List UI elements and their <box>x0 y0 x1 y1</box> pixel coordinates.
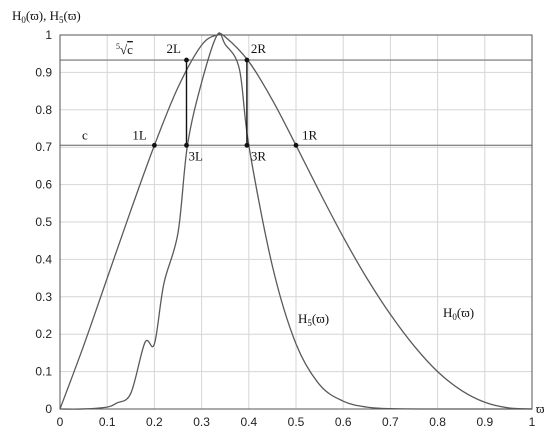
y-tick-label: 0.7 <box>35 140 52 154</box>
x-tick-label: 0.6 <box>335 415 352 429</box>
x-tick-label: 0.7 <box>382 415 399 429</box>
point-label: 1R <box>302 127 318 142</box>
y-axis-title-part: 5 <box>59 15 64 25</box>
point-label: 1L <box>132 127 147 142</box>
root-index: 5 <box>116 42 120 51</box>
x-tick-label: 0.8 <box>429 415 446 429</box>
x-tick-label: 0 <box>57 415 64 429</box>
point-label: 2L <box>166 41 181 56</box>
series-label: H5(ϖ) <box>298 311 329 328</box>
series-line-0 <box>59 33 533 410</box>
x-tick-label: 0.9 <box>476 415 493 429</box>
series-label-suffix: (ϖ) <box>457 305 474 320</box>
threshold-label: 5√c <box>116 42 133 57</box>
point-marker <box>244 142 250 148</box>
series-lines <box>59 32 533 410</box>
point-label: 3R <box>251 148 266 163</box>
y-tick-label: 0.2 <box>35 327 52 341</box>
x-tick-label: 0.1 <box>99 415 116 429</box>
series-label-suffix: (ϖ) <box>312 311 329 326</box>
y-axis-title-part: H <box>12 8 21 23</box>
y-tick-label: 0 <box>45 402 52 416</box>
x-axis-title: ϖ <box>536 401 545 416</box>
series-label-main: H <box>298 311 307 326</box>
radical-sign: √ <box>120 42 128 57</box>
point-marker <box>184 142 189 148</box>
point-marker <box>152 142 157 148</box>
x-tick-label: 0.2 <box>146 415 163 429</box>
vertical-segments <box>185 60 248 146</box>
plot-area-frame <box>59 34 533 410</box>
x-tick-label: 0.5 <box>288 415 305 429</box>
annotated-points <box>152 57 299 148</box>
point-marker <box>244 57 250 63</box>
x-tick-label: 0.4 <box>240 415 257 429</box>
y-tick-label: 0.3 <box>35 290 52 304</box>
y-tick-label: 0.6 <box>35 178 52 192</box>
series-label-subscript: 5 <box>307 318 312 328</box>
y-axis-title: H0(ϖ), H5(ϖ) <box>12 8 81 25</box>
point-label: 3L <box>188 148 203 163</box>
x-tick-label: 1 <box>529 415 536 429</box>
y-tick-label: 0.5 <box>35 215 52 229</box>
threshold-label: c <box>82 127 88 142</box>
y-tick-label: 0.8 <box>35 103 52 117</box>
series-label: H0(ϖ) <box>443 305 474 322</box>
y-tick-label: 0.9 <box>35 65 52 79</box>
series-label-subscript: 0 <box>452 312 457 322</box>
point-marker <box>184 57 189 63</box>
radicand: c <box>127 42 133 57</box>
series-label-main: H <box>443 305 452 320</box>
series-line-5 <box>59 32 532 410</box>
y-tick-label: 0.4 <box>35 252 52 266</box>
y-axis-title-part: (ϖ) <box>64 8 81 23</box>
y-tick-label: 1 <box>45 28 52 42</box>
point-marker <box>293 142 299 148</box>
point-label: 2R <box>251 41 266 56</box>
tick-labels: 0 0.1 0.2 0.3 0.4 0.5 0.6 0.7 0.8 0.9 1 0 0.1 0.2 0.3 0… <box>35 28 535 429</box>
y-axis-title-part: 0 <box>21 15 26 25</box>
x-tick-label: 0.3 <box>193 415 210 429</box>
y-axis-title-part: (ϖ), H <box>26 8 59 23</box>
y-tick-label: 0.1 <box>35 365 52 379</box>
